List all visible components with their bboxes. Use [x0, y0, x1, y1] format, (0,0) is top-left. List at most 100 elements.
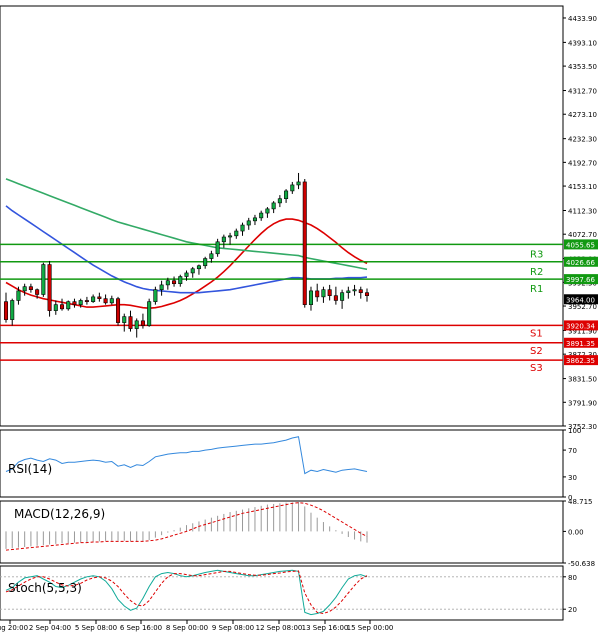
candle-body [72, 301, 77, 305]
candle-body [172, 280, 177, 285]
candle-body [159, 284, 164, 290]
candle-body [134, 320, 139, 329]
candle-body [35, 289, 40, 295]
candle-body [277, 198, 282, 204]
candle-body [60, 304, 65, 310]
macd-label: MACD(12,26,9) [14, 507, 105, 521]
candle-body [203, 258, 208, 267]
ma-line [5, 218, 368, 310]
candle-body [122, 316, 127, 323]
level-price-tag [564, 239, 598, 250]
stoch-label: Stoch(5,5,3) [8, 581, 82, 595]
price-panel: 4433.90 4393.10 4353.50 4312.70 4273.10 4232.… [0, 5, 598, 431]
rsi-axis: 100 70 30 0 [563, 427, 581, 502]
rsi-label: RSI(14) [8, 462, 52, 476]
rsi-tick-label: 0 [568, 494, 572, 502]
stoch-panel: 80 20 Stoch(5,5,3) [0, 565, 577, 621]
candle-body [340, 292, 345, 301]
candle-body [321, 289, 326, 298]
level-price-tag [564, 337, 598, 348]
candle-body [128, 316, 133, 329]
current-price-tag [564, 294, 598, 305]
price-tick-label: 3911.90 [568, 327, 597, 335]
current-price-label: 3964.00 [566, 296, 595, 304]
level-price-label: 4026.66 [566, 259, 595, 267]
time-tick-label: 6 Sep 16:00 [120, 624, 162, 632]
candle-body [109, 298, 114, 304]
candle-body [84, 300, 89, 302]
time-tick-label: 12 Sep 08:00 [256, 624, 303, 632]
pivot-level-name: R3 [530, 249, 543, 260]
candlesticks [3, 172, 370, 338]
candle-body [153, 289, 158, 302]
candle-body [221, 236, 226, 243]
price-tick-label: 4393.10 [568, 39, 597, 47]
pivot-levels: R3 R2 R1 S1 S2 S3 [0, 243, 563, 374]
candle-body [53, 304, 58, 311]
stoch-panel-border [0, 565, 564, 621]
price-tick-label: 4192.70 [568, 159, 597, 167]
candle-body [190, 268, 195, 274]
candle-body [147, 301, 152, 326]
candle-body [10, 300, 15, 320]
candle-body [290, 184, 295, 192]
candle-body [302, 181, 307, 305]
time-tick-label: 5 Sep 08:00 [75, 624, 117, 632]
candle-body [271, 202, 276, 210]
level-price-label: 3891.35 [566, 340, 595, 348]
candle-body [165, 280, 170, 286]
candle-body [284, 190, 289, 199]
stoch-d-series [5, 570, 368, 615]
candle-body [228, 235, 233, 238]
rsi-line [5, 436, 368, 475]
macd-signal-series [5, 502, 368, 551]
candle-body [66, 301, 71, 310]
level-price-tag [564, 274, 598, 285]
candle-body [333, 295, 338, 301]
candle-body [364, 292, 370, 296]
candle-body [41, 264, 46, 295]
candle-body [215, 241, 220, 255]
candle-body [28, 286, 33, 290]
level-price-tag [564, 355, 598, 366]
macd-panel: 48.715 0.00 -50.638 MACD(12,26,9) [0, 498, 595, 568]
macd-panel-border [0, 500, 564, 564]
time-tick-label: 2 Sep 04:00 [29, 624, 71, 632]
price-tick-label: 3791.90 [568, 399, 597, 407]
candle-body [352, 289, 357, 292]
pivot-level-name: S2 [530, 346, 543, 357]
price-tick-label: 4312.70 [568, 88, 597, 96]
candle-body [265, 208, 270, 214]
candle-body [327, 289, 332, 296]
time-axis: Aug 20:002 Sep 04:00 5 Sep 08:006 Sep 16:… [0, 620, 393, 632]
price-tick-label: 3952.70 [568, 303, 597, 311]
pivot-level-name: S3 [530, 363, 543, 374]
macd-histogram [5, 502, 368, 549]
candle-body [259, 212, 264, 219]
price-panel-border [0, 5, 564, 427]
candle-body [78, 300, 83, 305]
level-price-label: 3997.66 [566, 276, 595, 284]
price-tick-label: 4433.90 [568, 15, 597, 23]
candle-body [346, 290, 351, 293]
macd-signal-line [5, 502, 368, 551]
rsi-panel: 100 70 30 0 RSI(14) [0, 427, 581, 502]
price-tick-label: 3752.30 [568, 423, 597, 431]
macd-axis: 48.715 0.00 -50.638 [563, 498, 595, 568]
candle-body [240, 224, 245, 232]
time-tick-label: 8 Sep 00:00 [166, 624, 208, 632]
time-tick-label: 15 Sep 00:00 [347, 624, 394, 632]
price-tick-label: 4153.10 [568, 183, 597, 191]
rsi-panel-border [0, 429, 564, 498]
candle-body [209, 253, 214, 259]
candle-body [196, 265, 201, 270]
price-tick-label: 4112.30 [568, 207, 597, 215]
candle-body [116, 298, 121, 323]
level-price-labels: 4055.65 4026.66 3997.66 3920.34 3891.35 3862.… [564, 239, 598, 366]
candle-body [308, 290, 313, 305]
time-tick-label: 9 Sep 08:00 [212, 624, 254, 632]
price-tick-label: 4273.10 [568, 111, 597, 119]
stoch-tick-label: 20 [568, 606, 577, 614]
macd-tick-label: 0.00 [568, 528, 584, 536]
